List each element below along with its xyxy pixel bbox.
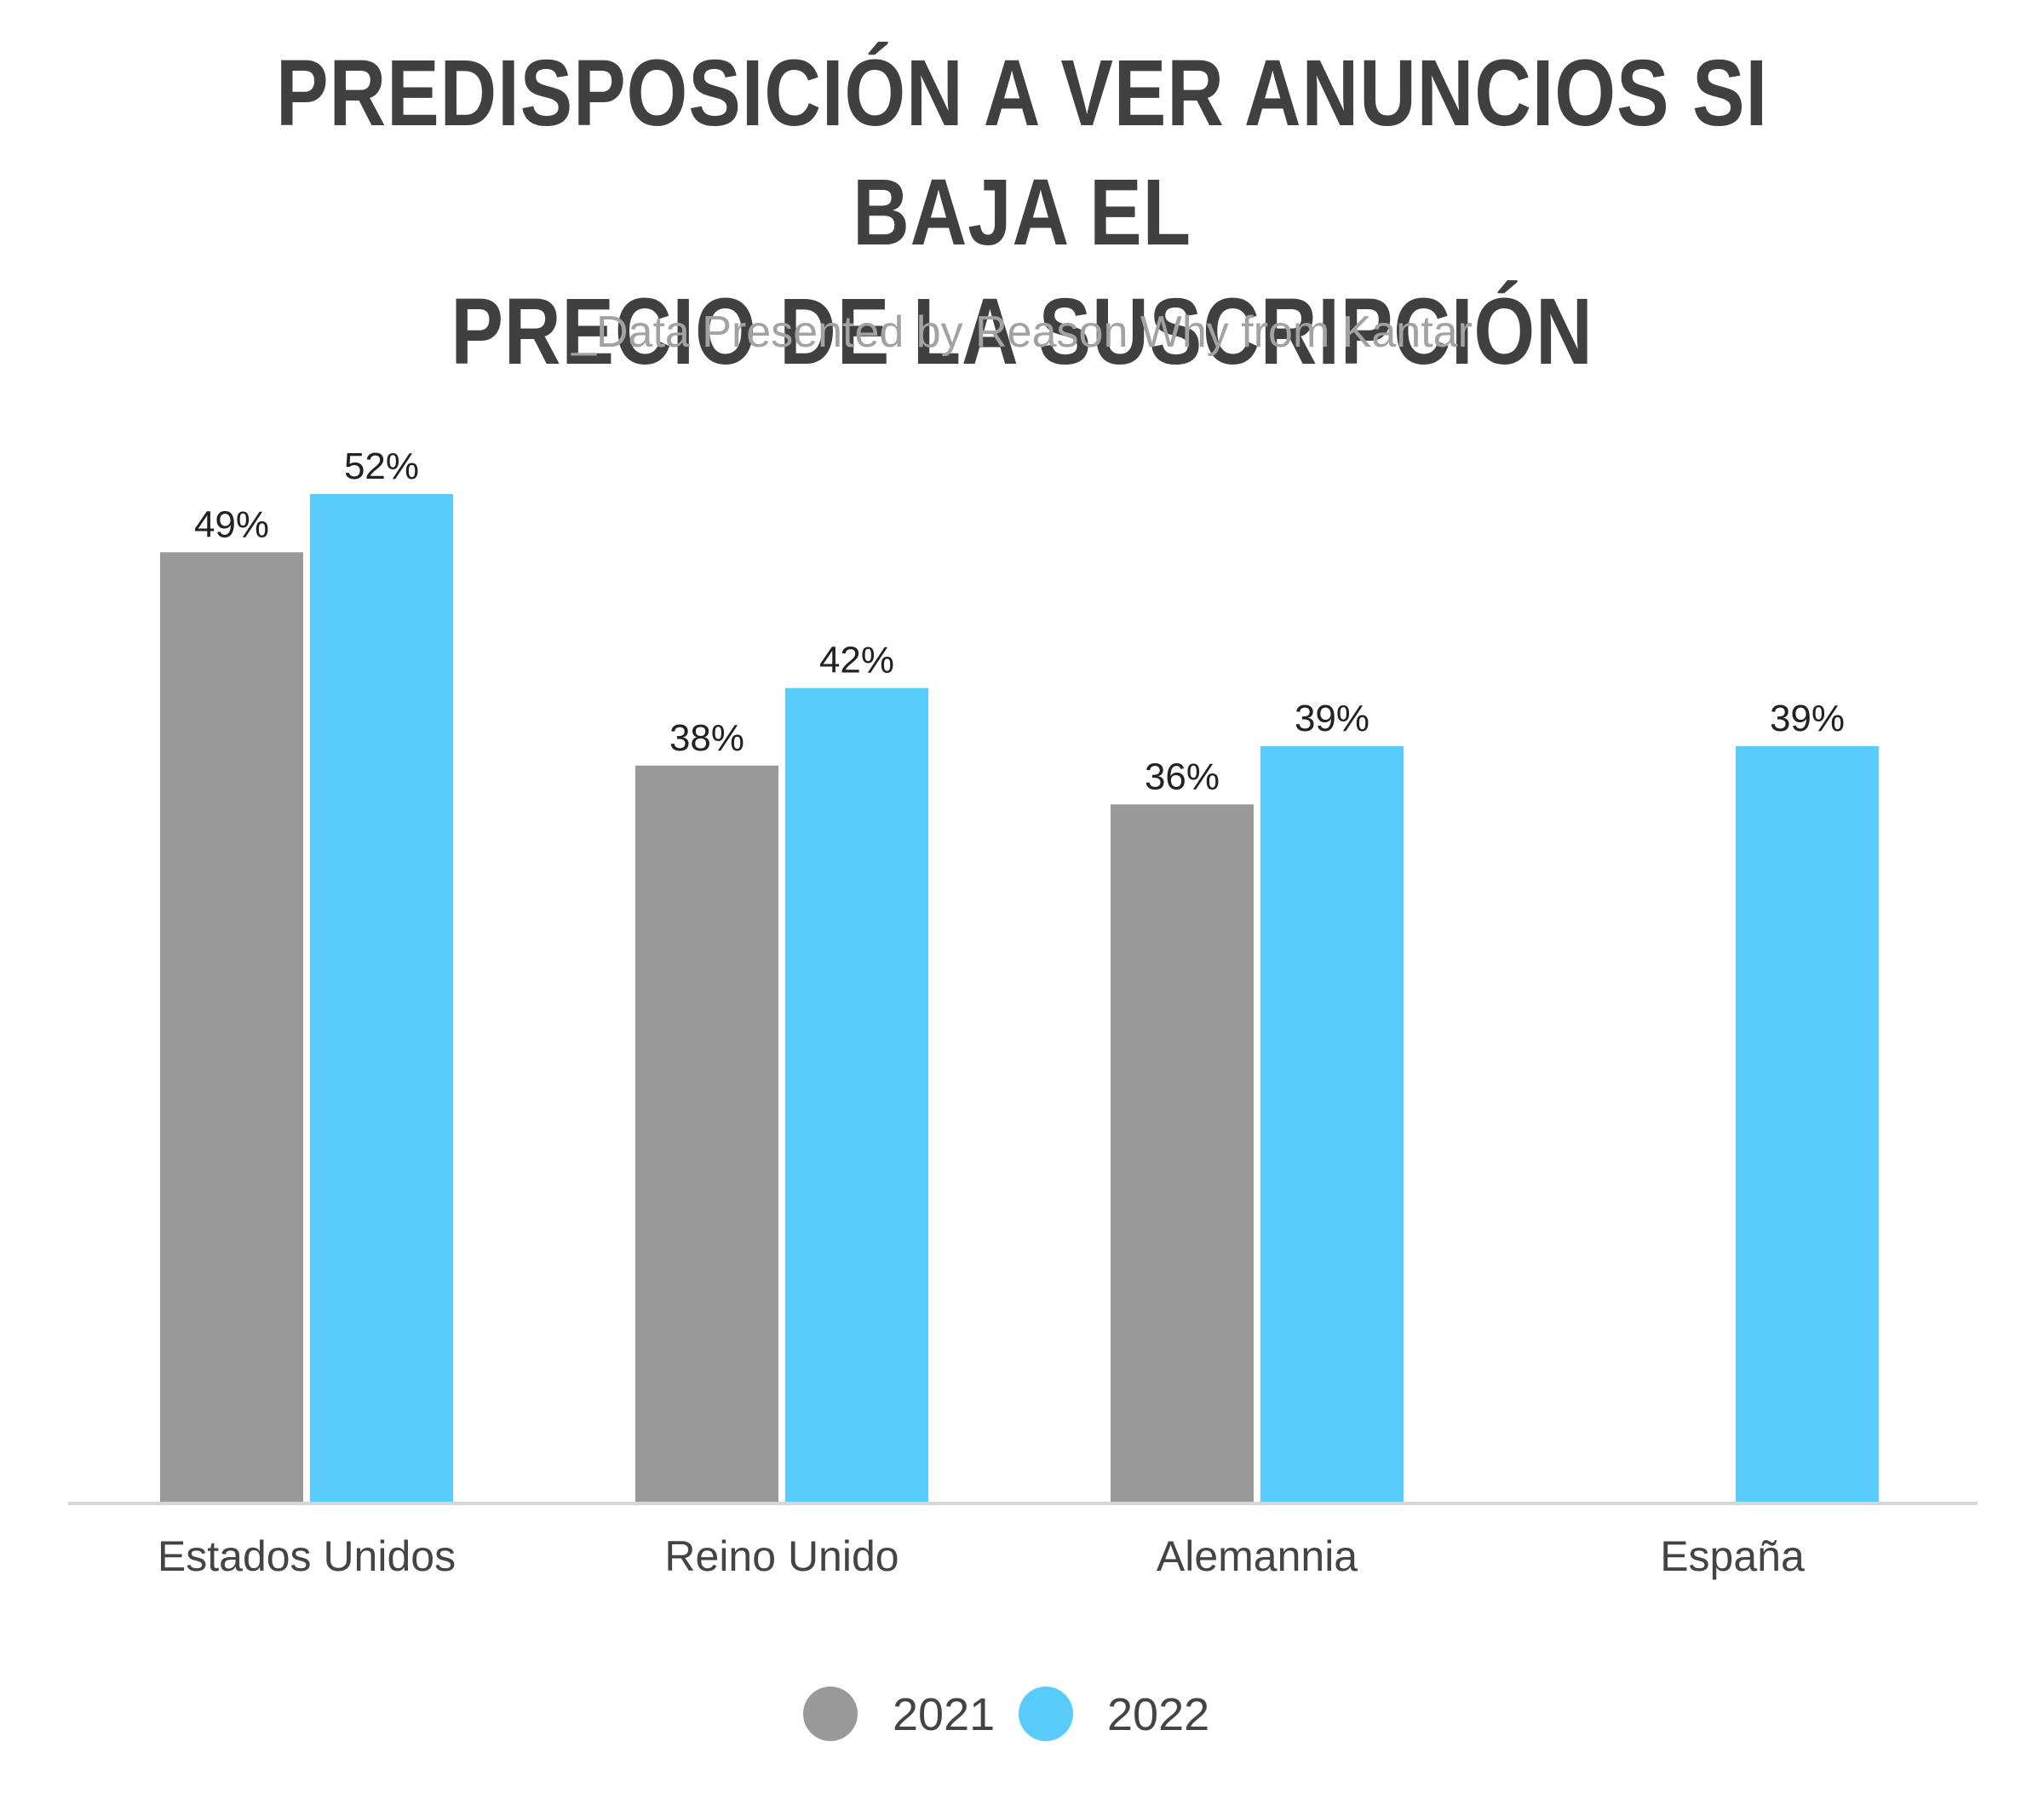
chart-title-line-1: PREDISPOSICIÓN A VER ANUNCIOS SI BAJA EL	[276, 41, 1768, 265]
bar-2022-2	[1260, 746, 1404, 1503]
bar-value-label: 39%	[1295, 698, 1369, 739]
legend-swatch-2021	[803, 1687, 858, 1741]
bar-value-label: 38%	[669, 717, 744, 759]
bar-value-label: 52%	[344, 445, 419, 487]
bar-value-label: 39%	[1770, 698, 1845, 739]
chart-title-line-2: PRECIO DE LA SUSCRIPCIÓN	[451, 279, 1593, 384]
category-label: España	[1660, 1532, 1805, 1580]
bar-value-label: 49%	[194, 503, 269, 545]
bar-2022-3	[1736, 746, 1879, 1503]
legend-swatch-2022	[1019, 1687, 1073, 1741]
bar-value-label: 36%	[1145, 756, 1220, 797]
legend-label-2022: 2022	[1107, 1689, 1209, 1740]
category-label: Alemannia	[1157, 1532, 1358, 1580]
category-label: Reino Unido	[664, 1532, 899, 1580]
category-label: Estados Unidos	[158, 1532, 456, 1580]
bar-2022-1	[785, 687, 928, 1503]
bar-2022-0	[310, 494, 453, 1503]
bar-2021-1	[635, 765, 778, 1503]
bar-2021-0	[160, 552, 303, 1503]
legend-label-2021: 2021	[893, 1689, 995, 1740]
bar-2021-2	[1111, 804, 1254, 1503]
bar-value-label: 42%	[819, 640, 894, 681]
chart-title: PREDISPOSICIÓN A VER ANUNCIOS SI BAJA EL…	[164, 34, 1880, 392]
chart-subtitle: _Data Presented by Reason Why from Kanta…	[571, 307, 1473, 357]
